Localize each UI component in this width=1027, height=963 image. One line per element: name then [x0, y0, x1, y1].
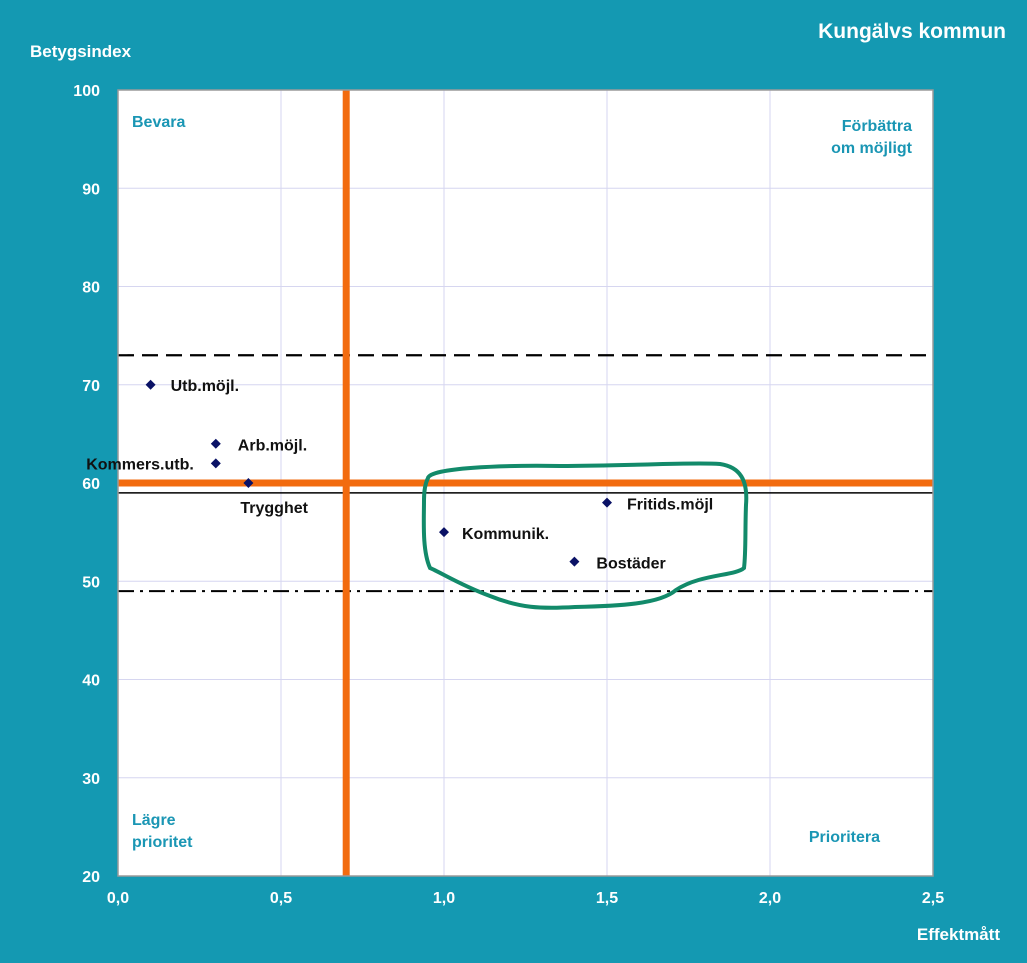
brand-title: Kungälvs kommun — [818, 20, 1006, 43]
data-point-label: Trygghet — [240, 500, 308, 517]
quadrant-label-top-left: Bevara — [132, 114, 185, 131]
plot-border-rect — [117, 89, 934, 877]
x-axis-title: Effektmått — [917, 925, 1000, 944]
x-tick-label: 2,5 — [922, 890, 944, 907]
data-point-label: Kommunik. — [462, 526, 549, 543]
data-point-marker — [210, 458, 221, 469]
x-tick-label: 0,0 — [107, 890, 129, 907]
reference-lines — [118, 354, 933, 593]
x-tick-label: 1,0 — [433, 890, 455, 907]
y-tick-label: 90 — [82, 181, 100, 198]
data-point-label: Utb.möjl. — [171, 378, 239, 395]
y-tick-label: 30 — [82, 771, 100, 788]
y-tick-label: 80 — [82, 280, 100, 297]
quadrant-label-bottom-left: Lägre — [132, 812, 176, 829]
quadrant-label-top-right: Förbättra — [842, 118, 912, 135]
y-tick-label: 70 — [82, 378, 100, 395]
data-point-label: Bostäder — [596, 556, 665, 573]
y-axis-title: Betygsindex — [30, 42, 132, 61]
x-tick-label: 1,5 — [596, 890, 618, 907]
highlight-circle — [421, 461, 749, 610]
data-point-label: Fritids.möjl — [627, 497, 713, 514]
x-tick-label: 0,5 — [270, 890, 292, 907]
y-tick-label: 100 — [73, 83, 100, 100]
y-axis-ticks: 20 30 40 50 60 70 80 90 100 — [73, 83, 100, 886]
data-point-marker — [439, 527, 449, 538]
data-point-label: Kommers.utb. — [86, 456, 194, 473]
quadrant-label-bottom-right: Prioritera — [809, 829, 880, 846]
data-point-marker — [569, 556, 580, 567]
data-points: Utb.möjl. Arb.möjl. Kommers.utb. Trygghet Fr… — [86, 378, 713, 573]
x-tick-label: 2,0 — [759, 890, 781, 907]
y-tick-label: 40 — [82, 673, 100, 690]
plot-border — [117, 89, 934, 877]
y-tick-label: 50 — [82, 574, 100, 591]
threshold-lines — [118, 90, 933, 876]
data-point-marker — [243, 478, 254, 488]
data-point-marker — [210, 438, 221, 449]
quadrant-label-bottom-left: prioritet — [132, 834, 193, 851]
y-tick-label: 20 — [82, 869, 100, 886]
data-point-marker — [602, 497, 612, 508]
quadrant-label-top-right: om möjligt — [831, 140, 913, 157]
data-point-marker — [145, 379, 156, 390]
x-axis-ticks: 0,0 0,5 1,0 1,5 2,0 2,5 — [107, 890, 944, 907]
data-point-label: Arb.möjl. — [238, 438, 307, 455]
quadrant-labels: Bevara Förbättra om möjligt Lägre prioritet P… — [132, 114, 913, 851]
y-tick-label: 60 — [82, 476, 100, 493]
